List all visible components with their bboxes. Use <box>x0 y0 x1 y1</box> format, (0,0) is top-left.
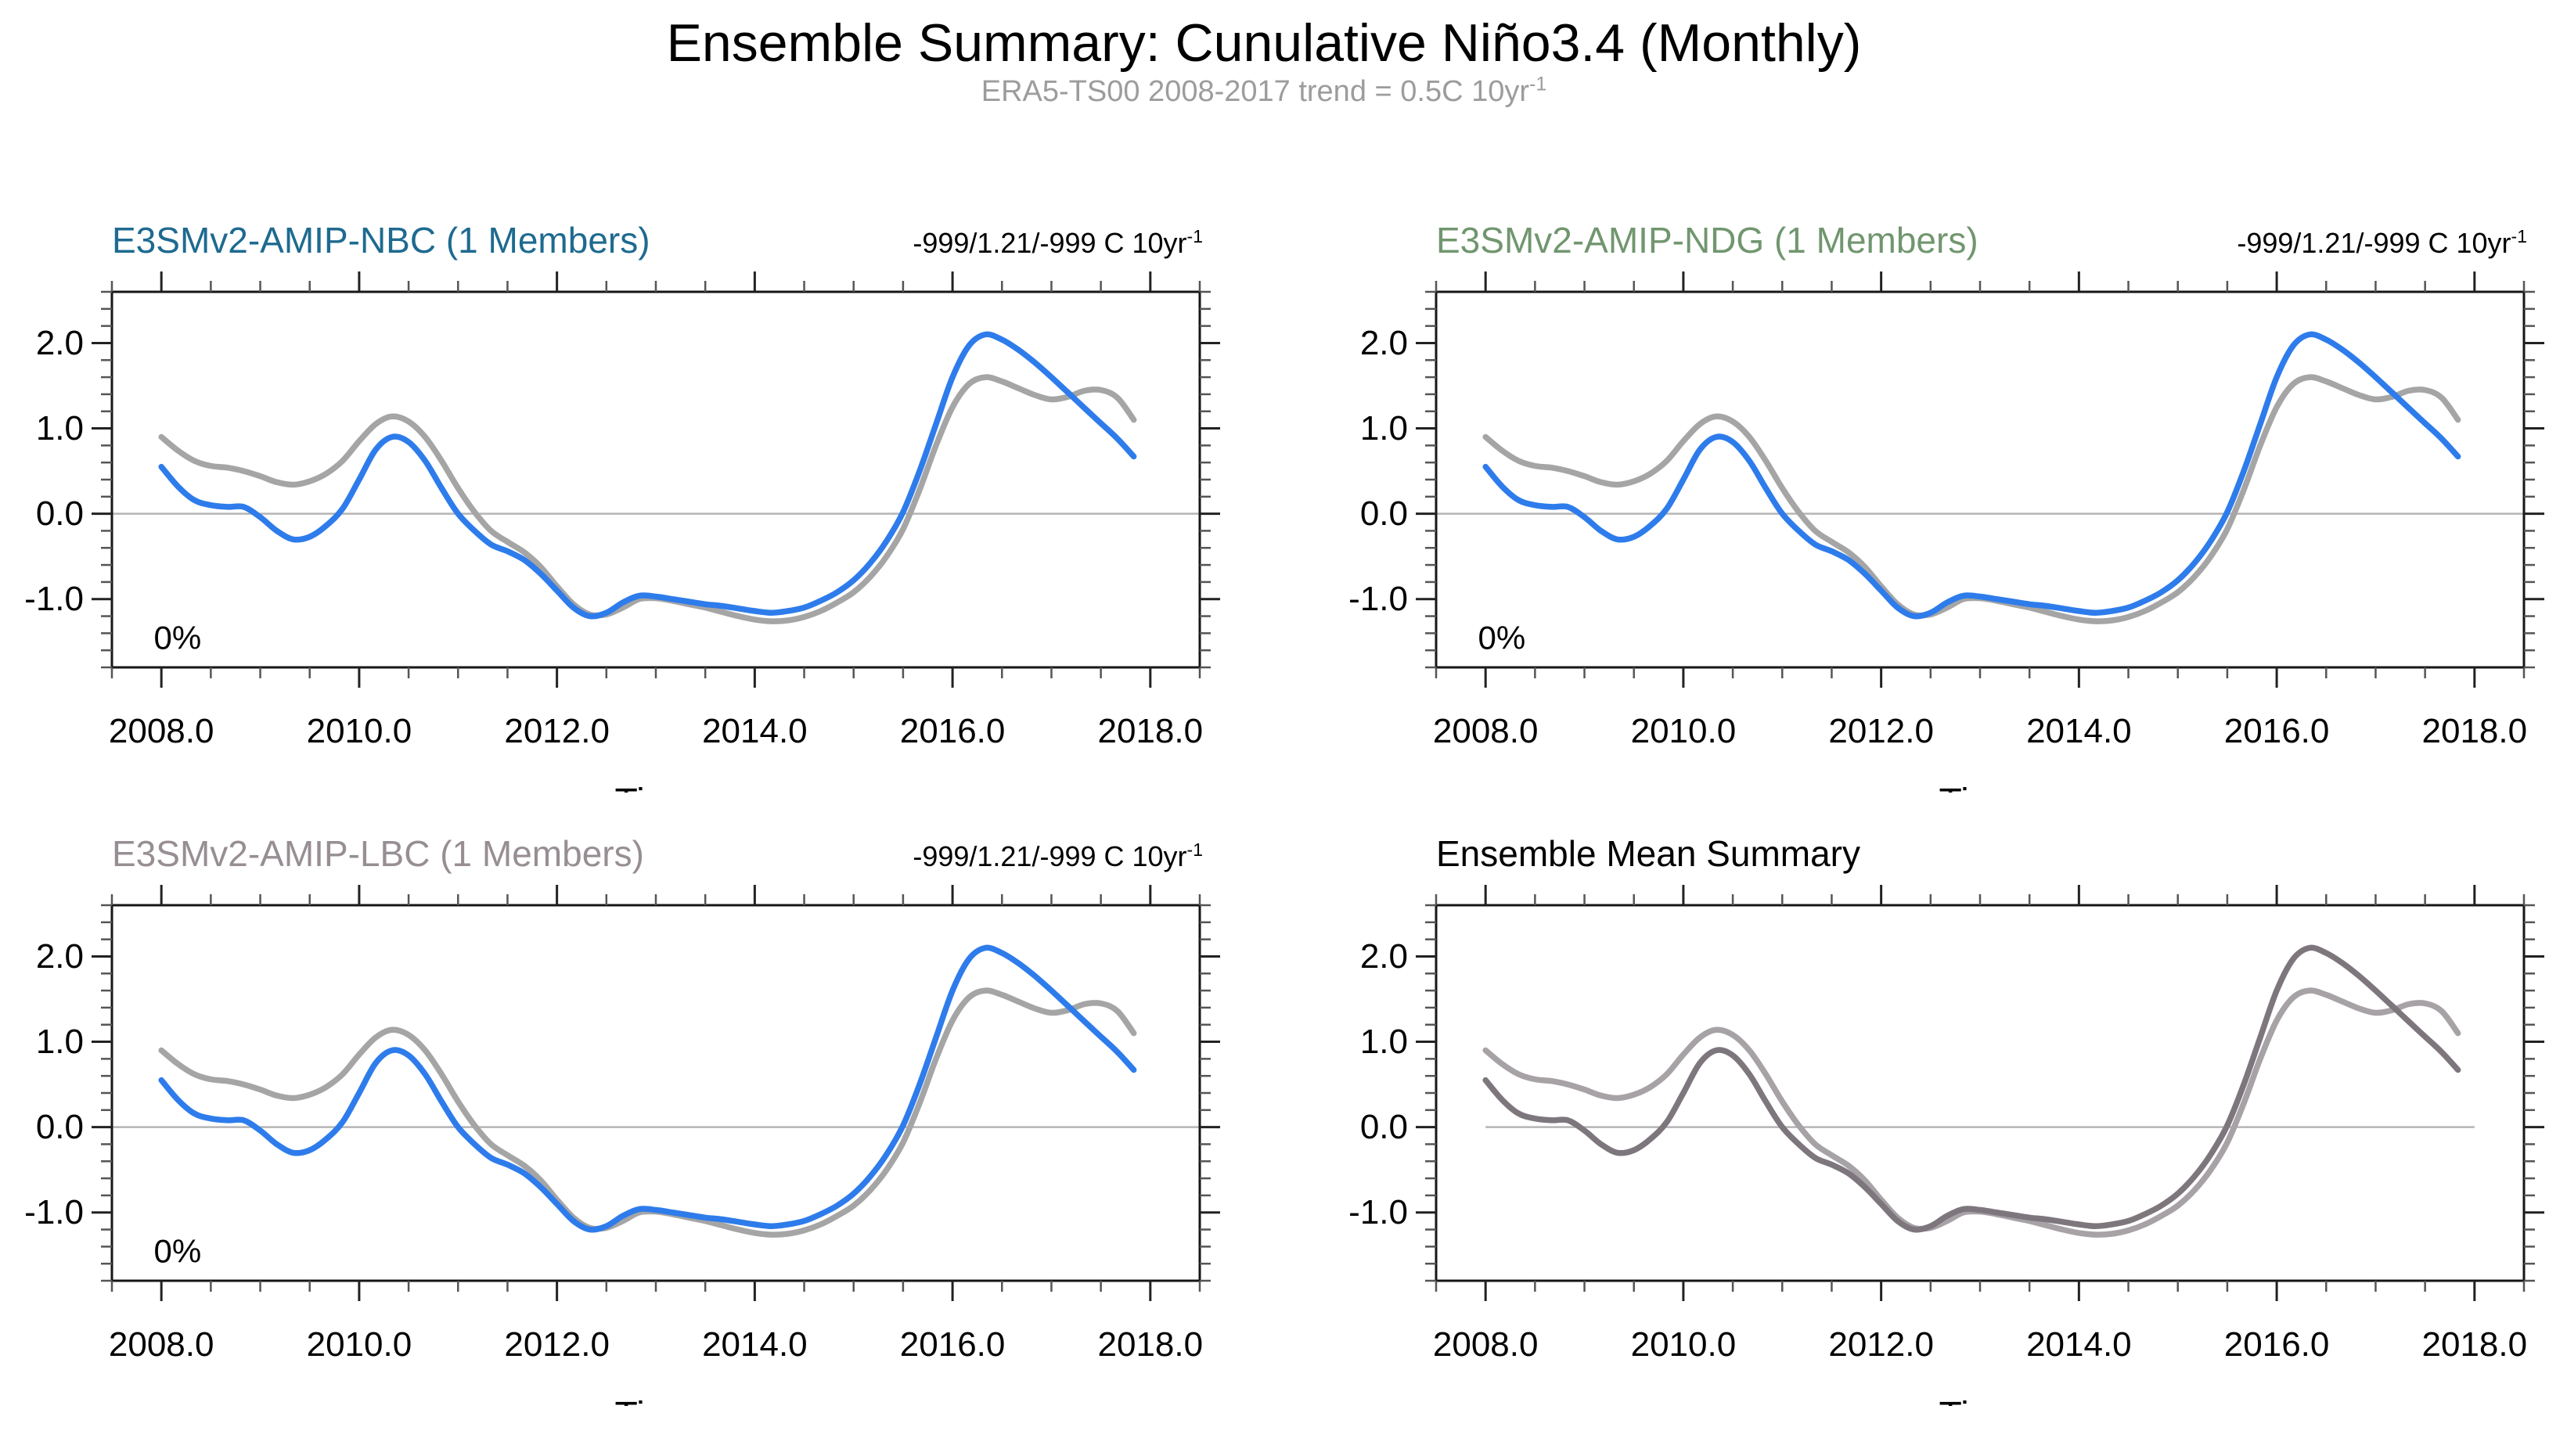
svg-text:2016.0: 2016.0 <box>900 1325 1006 1364</box>
svg-text:1.0: 1.0 <box>1360 1023 1408 1061</box>
svg-text:2.0: 2.0 <box>1360 324 1408 362</box>
svg-text:2018.0: 2018.0 <box>1098 712 1204 750</box>
panel-trend-label: -999/1.21/-999 C 10yr-1 <box>2237 227 2527 260</box>
chart-ensemble-mean: 2008.0 2010.0 2012.0 2014.0 2016.0 2018.0 2.0 1… <box>1348 885 2544 1406</box>
svg-text:2008.0: 2008.0 <box>1433 1325 1539 1364</box>
svg-text:Time: Time <box>615 782 697 793</box>
svg-text:Time: Time <box>1939 782 2022 793</box>
panel-title: E3SMv2-AMIP-NDG (1 Members) <box>1436 220 1978 261</box>
panel-title: Ensemble Mean Summary <box>1436 833 1860 874</box>
svg-text:2012.0: 2012.0 <box>1828 1325 1934 1364</box>
panel-title: E3SMv2-AMIP-NBC (1 Members) <box>112 220 650 261</box>
trend-superscript: -1 <box>2511 226 2527 246</box>
panel-trend-label: -999/1.21/-999 C 10yr-1 <box>913 840 1203 873</box>
trend-text: -999/1.21/-999 C 10yr <box>913 840 1187 872</box>
panel-e3smv2-amip-nbc: E3SMv2-AMIP-NBC (1 Members) -999/1.21/-9… <box>2 219 1231 801</box>
figure-subtitle-superscript: -1 <box>1529 73 1547 95</box>
trend-text: -999/1.21/-999 C 10yr <box>913 227 1187 259</box>
svg-text:1.0: 1.0 <box>36 409 84 448</box>
svg-text:2014.0: 2014.0 <box>702 712 808 750</box>
svg-text:0%: 0% <box>154 619 202 656</box>
svg-text:0%: 0% <box>154 1232 202 1269</box>
svg-text:2016.0: 2016.0 <box>900 712 1006 750</box>
svg-text:2014.0: 2014.0 <box>702 1325 808 1364</box>
svg-text:2018.0: 2018.0 <box>2422 712 2528 750</box>
svg-text:Time: Time <box>615 1395 697 1406</box>
svg-text:0.0: 0.0 <box>36 1108 84 1146</box>
chart-e3smv2-amip-lbc: 2008.0 2010.0 2012.0 2014.0 2016.0 2018.0 2.0 1… <box>24 885 1220 1406</box>
svg-text:2018.0: 2018.0 <box>2422 1325 2528 1364</box>
svg-text:2016.0: 2016.0 <box>2224 712 2330 750</box>
svg-text:2010.0: 2010.0 <box>1631 712 1737 750</box>
svg-text:2012.0: 2012.0 <box>504 712 610 750</box>
svg-text:2012.0: 2012.0 <box>504 1325 610 1364</box>
svg-text:2.0: 2.0 <box>36 324 84 362</box>
panel-e3smv2-amip-lbc: E3SMv2-AMIP-LBC (1 Members) -999/1.21/-9… <box>2 832 1231 1415</box>
svg-text:1.0: 1.0 <box>36 1023 84 1061</box>
svg-text:-1.0: -1.0 <box>24 580 84 618</box>
svg-text:0.0: 0.0 <box>1360 1108 1408 1146</box>
svg-text:2.0: 2.0 <box>36 937 84 976</box>
svg-text:2008.0: 2008.0 <box>109 712 214 750</box>
svg-text:2008.0: 2008.0 <box>109 1325 214 1364</box>
svg-text:2010.0: 2010.0 <box>307 1325 412 1364</box>
svg-text:Time: Time <box>1939 1395 2022 1406</box>
svg-text:2014.0: 2014.0 <box>2026 1325 2132 1364</box>
svg-text:1.0: 1.0 <box>1360 409 1408 448</box>
trend-superscript: -1 <box>1186 839 1203 860</box>
panel-title: E3SMv2-AMIP-LBC (1 Members) <box>112 833 644 874</box>
chart-e3smv2-amip-nbc: 2008.0 2010.0 2012.0 2014.0 2016.0 2018.0 2.0 1… <box>24 271 1220 793</box>
svg-text:2.0: 2.0 <box>1360 937 1408 976</box>
panel-ensemble-mean: Ensemble Mean Summary 2008.0 2010.0 2012.0… <box>1327 832 2549 1415</box>
figure-title: Ensemble Summary: Cunulative Niño3.4 (Mo… <box>666 13 1862 73</box>
svg-text:2012.0: 2012.0 <box>1828 712 1934 750</box>
svg-text:2008.0: 2008.0 <box>1433 712 1539 750</box>
trend-superscript: -1 <box>1186 226 1203 246</box>
svg-text:2010.0: 2010.0 <box>1631 1325 1737 1364</box>
panel-trend-label: -999/1.21/-999 C 10yr-1 <box>913 227 1203 260</box>
figure-subtitle: ERA5-TS00 2008-2017 trend = 0.5C 10yr-1 <box>0 73 2528 109</box>
svg-text:-1.0: -1.0 <box>1348 580 1408 618</box>
svg-text:2016.0: 2016.0 <box>2224 1325 2330 1364</box>
svg-text:-1.0: -1.0 <box>1348 1193 1408 1231</box>
svg-text:2018.0: 2018.0 <box>1098 1325 1204 1364</box>
svg-text:-1.0: -1.0 <box>24 1193 84 1231</box>
svg-text:2014.0: 2014.0 <box>2026 712 2132 750</box>
trend-text: -999/1.21/-999 C 10yr <box>2237 227 2511 259</box>
chart-e3smv2-amip-ndg: 2008.0 2010.0 2012.0 2014.0 2016.0 2018.0 2.0 1… <box>1348 271 2544 793</box>
svg-text:0.0: 0.0 <box>36 494 84 533</box>
svg-text:2010.0: 2010.0 <box>307 712 412 750</box>
svg-text:0.0: 0.0 <box>1360 494 1408 533</box>
svg-text:0%: 0% <box>1478 619 1526 656</box>
panel-e3smv2-amip-ndg: E3SMv2-AMIP-NDG (1 Members) -999/1.21/-9… <box>1327 219 2549 801</box>
figure-subtitle-text: ERA5-TS00 2008-2017 trend = 0.5C 10yr <box>981 75 1530 108</box>
